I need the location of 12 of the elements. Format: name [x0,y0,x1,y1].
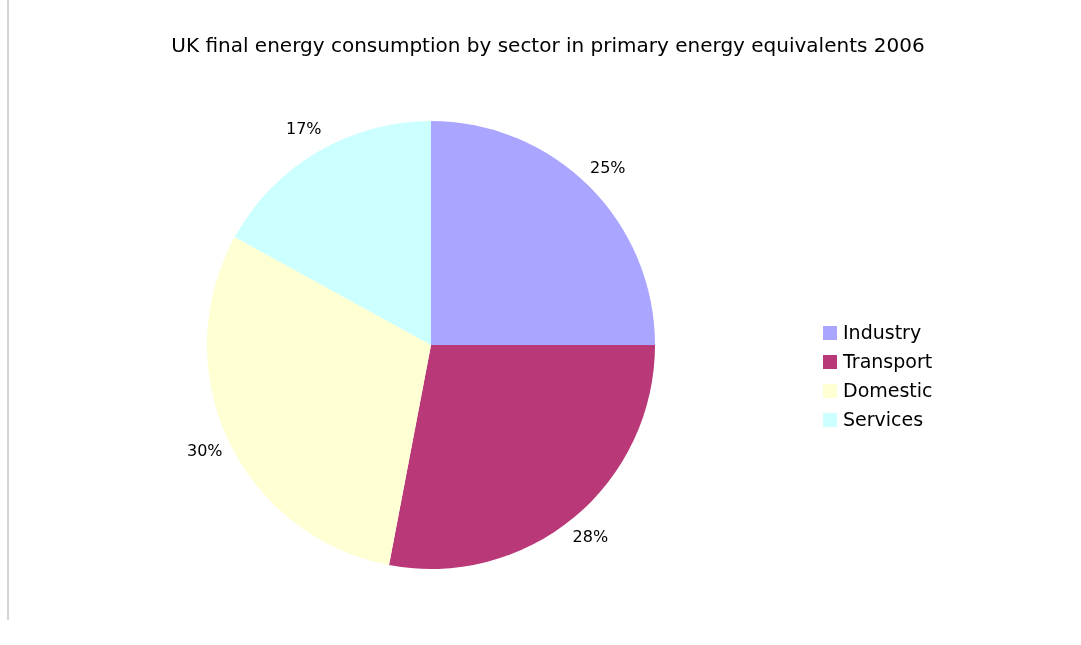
pie-slice [389,345,655,569]
data-label: 28% [572,527,609,547]
legend-label: Services [843,407,924,430]
legend-label: Domestic [843,378,933,401]
legend-label: Industry [843,320,922,343]
legend-label: Transport [842,349,933,372]
pie-slice [431,121,655,345]
data-label: 17% [285,119,322,139]
pie-slice [234,121,431,345]
chart-title: UK final energy consumption by sector in primary energy equivalents 2006 [171,33,925,57]
data-label: 30% [187,440,223,460]
data-label: 25% [590,157,626,177]
